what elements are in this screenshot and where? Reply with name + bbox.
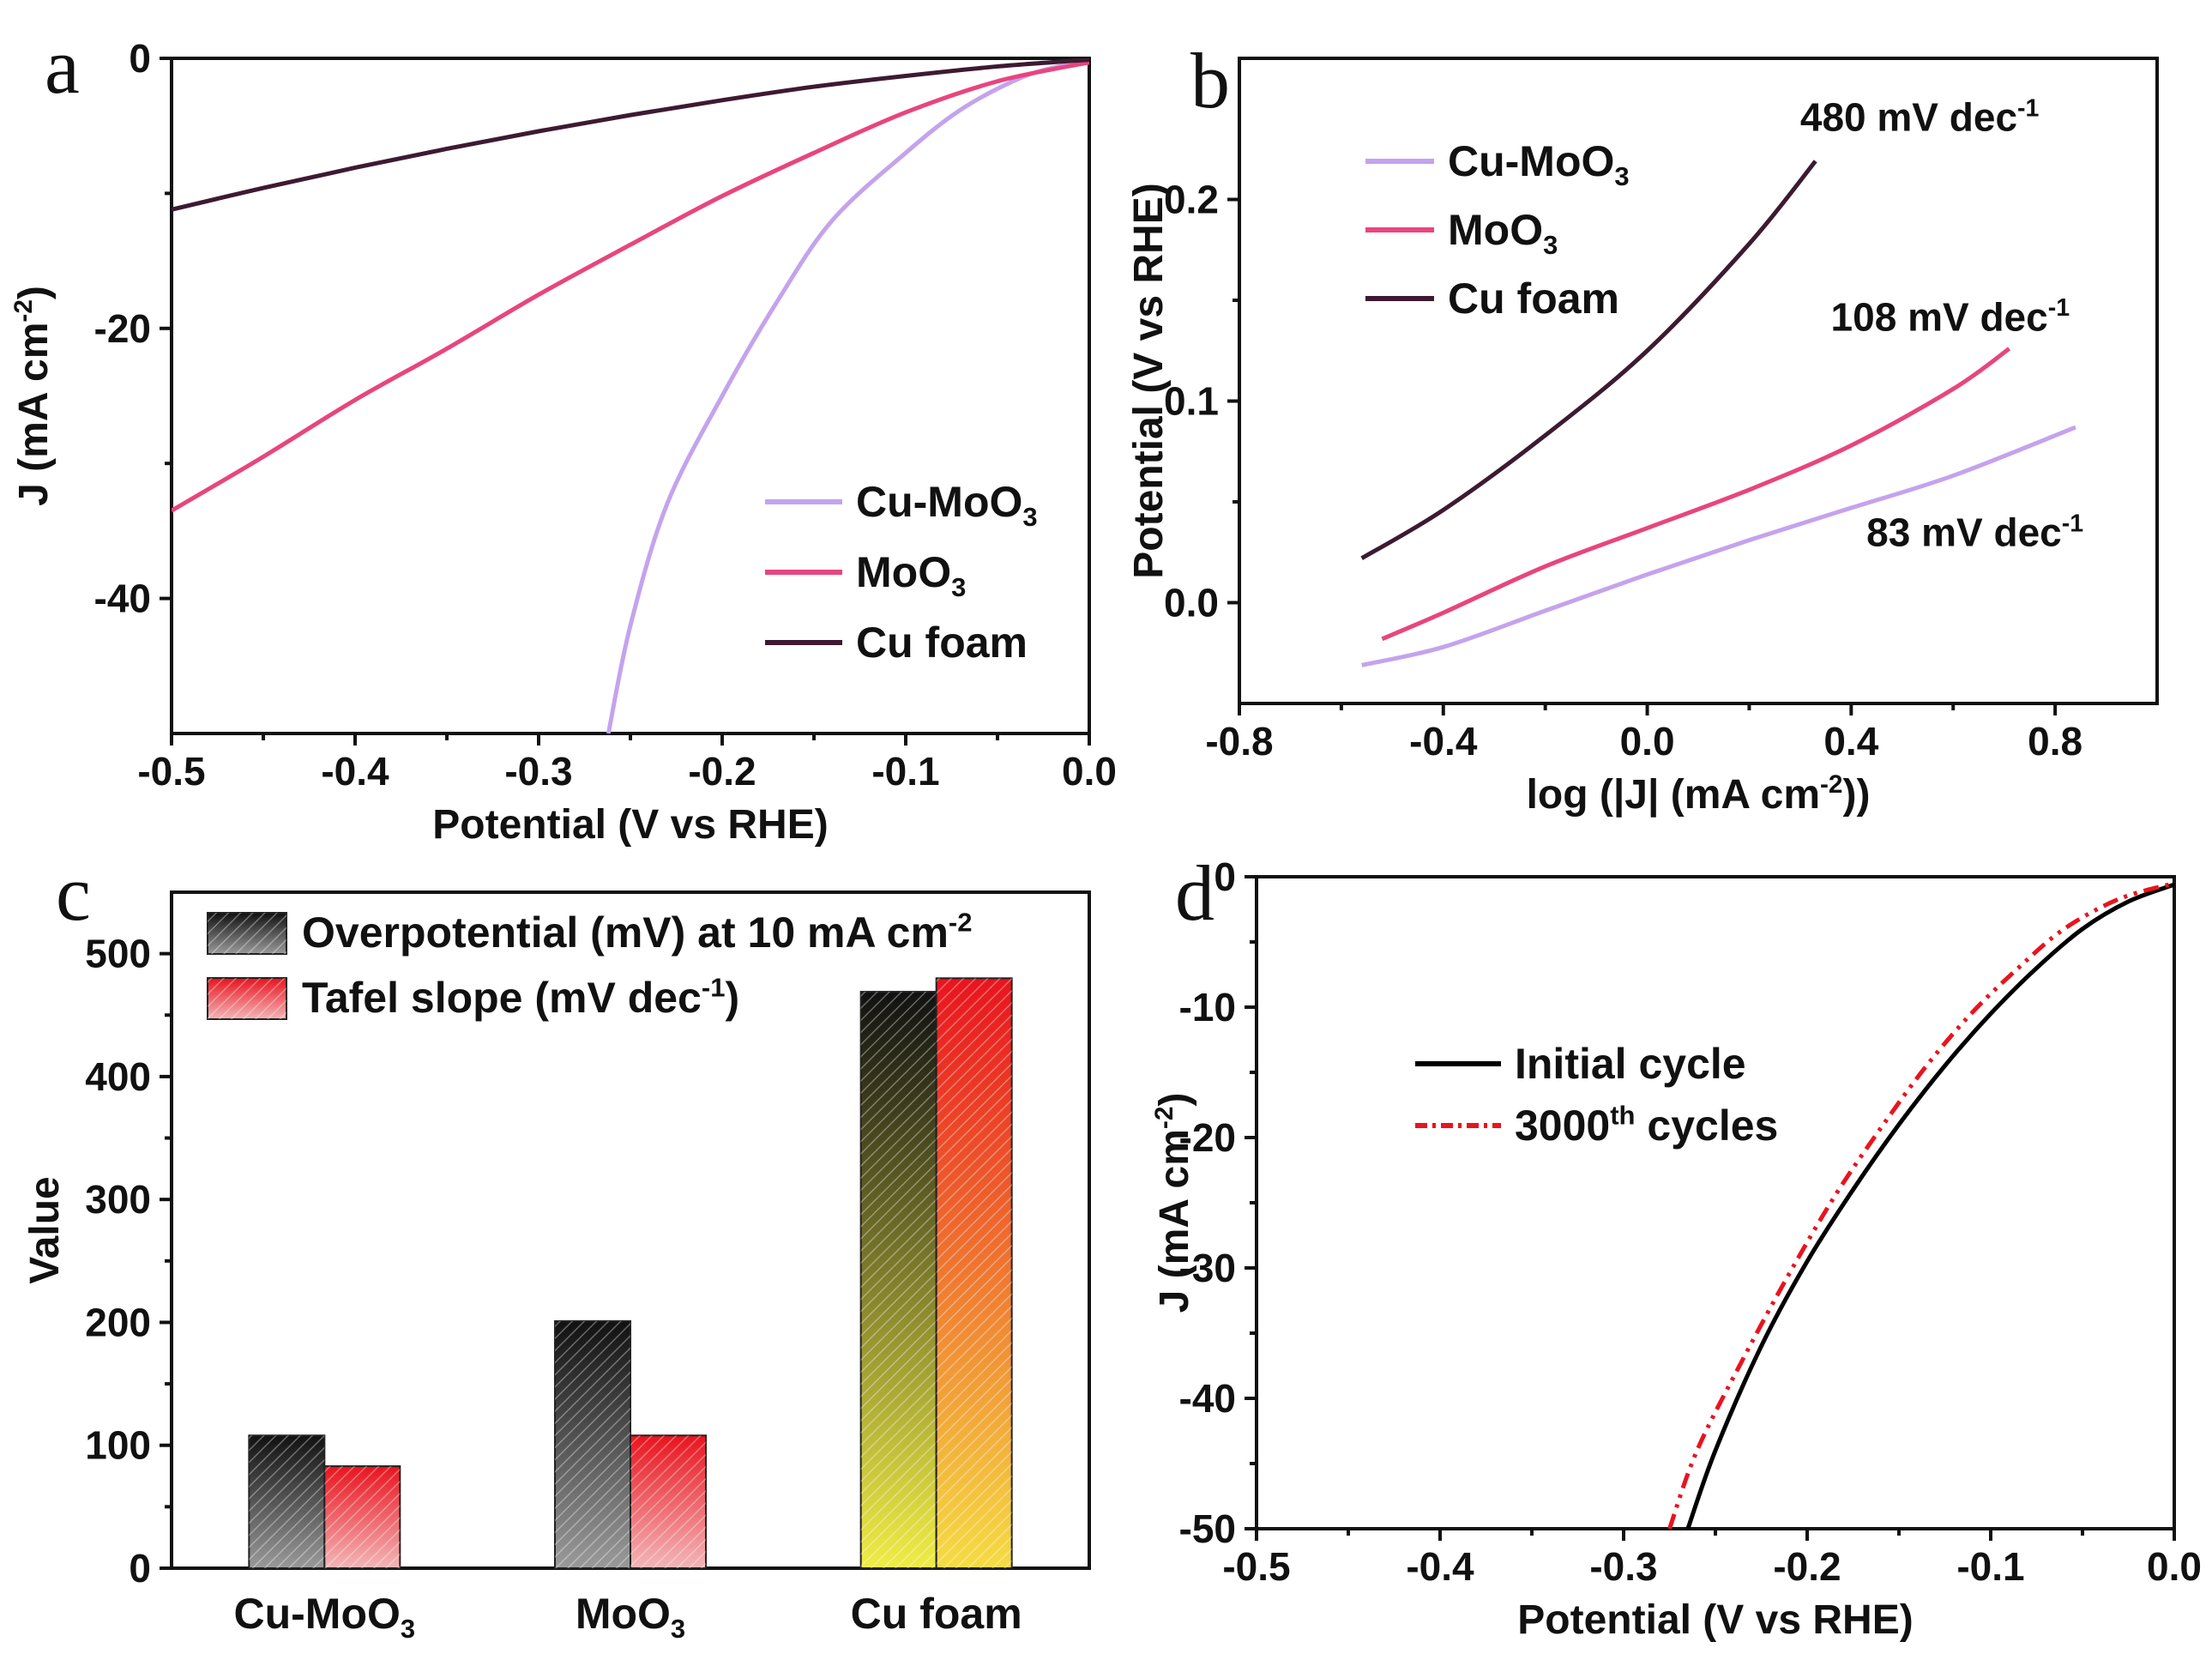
y-tick-label: 500 (85, 932, 151, 976)
category-label-2: MoO3 (576, 1590, 685, 1644)
y-tick-label: 0 (129, 1546, 151, 1591)
panel-label-a: a (45, 22, 80, 110)
series-line-2 (1667, 881, 2174, 1529)
x-tick-label: -0.4 (321, 749, 389, 794)
bar-hatch (936, 978, 1012, 1568)
series-line-3 (1360, 160, 1817, 560)
y-axis-label: Potential (V vs RHE) (1126, 183, 1172, 578)
legend-label-1: Cu-MoO3 (856, 478, 1038, 532)
series-line-1 (1685, 882, 2174, 1529)
panel-label-c: c (56, 849, 91, 937)
x-tick-label: -0.1 (871, 749, 939, 794)
y-tick-label: 0.0 (1164, 581, 1219, 625)
plot-frame (1238, 57, 2159, 705)
legend-label-3: Cu foam (856, 619, 1028, 667)
x-axis-label: Potential (V vs RHE) (432, 802, 828, 848)
x-tick-label: 0.0 (1620, 719, 1675, 764)
series-line-1 (1361, 425, 2076, 667)
x-axis-label: Potential (V vs RHE) (1517, 1597, 1913, 1643)
y-tick-label: -40 (94, 576, 151, 621)
y-tick-label: 200 (85, 1300, 151, 1344)
legend-label-3: Cu foam (1448, 275, 1619, 323)
x-tick-label: 0.0 (2147, 1544, 2202, 1589)
legend-label-2: MoO3 (856, 548, 966, 602)
x-tick-label: 0.4 (1823, 719, 1878, 764)
series-line-3 (172, 58, 1089, 212)
y-tick-label: -50 (1179, 1506, 1236, 1551)
legend-swatch-hatch (208, 913, 286, 954)
bar-hatch (249, 1435, 325, 1568)
y-tick-label: -30 (1179, 1246, 1236, 1290)
bar-hatch (324, 1466, 401, 1568)
slope-annotation-1: 480 mV dec-1 (1800, 94, 2040, 139)
x-tick-label: 0.0 (1062, 749, 1117, 794)
x-tick-label: -0.2 (688, 749, 756, 794)
x-tick-label: -0.1 (1956, 1544, 2024, 1589)
legend-label-1: Overpotential (mV) at 10 mA cm-2 (302, 907, 972, 957)
y-tick-label: 400 (85, 1054, 151, 1099)
y-axis-label: J (mA cm-2) (9, 286, 57, 506)
y-tick-label: -20 (94, 306, 151, 351)
slope-annotation-3: 83 mV dec-1 (1866, 510, 2083, 555)
slope-annotation-2: 108 mV dec-1 (1831, 294, 2070, 339)
legend-swatch-hatch (208, 978, 286, 1019)
bar-hatch (860, 992, 937, 1568)
y-tick-label: -10 (1179, 985, 1236, 1029)
panel-c-chart: 0 100 200 300 400 500 Value Cu-MoO3 MoO3 Cu foam O… (22, 890, 1091, 1644)
legend-label-2: Tafel slope (mV dec-1) (302, 972, 739, 1022)
x-tick-label: -0.2 (1773, 1544, 1841, 1589)
legend-label-2: MoO3 (1448, 206, 1558, 260)
x-axis-label: log (|J| (mA cm-2)) (1527, 770, 1871, 818)
panel-d-chart: -0.5 -0.4 -0.3 -0.2 -0.1 0.0 0 -10 -20 -30 -40 -50 P… (1150, 854, 2202, 1643)
y-tick-label: -20 (1179, 1115, 1236, 1160)
bar-hatch (555, 1321, 630, 1568)
legend-label-1: Initial cycle (1515, 1040, 1746, 1088)
y-tick-label: 300 (85, 1177, 151, 1222)
panel-a-chart: -0.5 -0.4 -0.3 -0.2 -0.1 0.0 0 -20 -40 Potential … (9, 36, 1117, 848)
bar-hatch (630, 1435, 706, 1568)
y-tick-label: 100 (85, 1423, 151, 1468)
x-tick-label: -0.8 (1205, 719, 1273, 764)
y-tick-label: 0.1 (1164, 379, 1219, 424)
series-line-1 (606, 60, 1089, 733)
x-tick-label: -0.5 (137, 749, 205, 794)
panel-b-chart: -0.8 -0.4 0.0 0.4 0.8 0.0 0.1 0.2 log (|J| (mA c… (1126, 57, 2159, 818)
y-axis-label: J (mA cm-2) (1150, 1093, 1197, 1313)
x-tick-label: -0.4 (1406, 1544, 1474, 1589)
y-axis-label: Value (22, 1176, 68, 1283)
legend-label-1: Cu-MoO3 (1448, 137, 1630, 191)
y-tick-label: 0.2 (1164, 178, 1219, 222)
x-tick-label: -0.3 (504, 749, 572, 794)
plot-frame (1255, 875, 2176, 1530)
panel-label-d: d (1175, 849, 1214, 937)
y-tick-label: -40 (1179, 1376, 1236, 1421)
series-line-2 (172, 60, 1089, 513)
x-tick-label: 0.8 (2028, 719, 2082, 764)
y-tick-label: 0 (1214, 854, 1236, 899)
x-tick-label: -0.3 (1589, 1544, 1657, 1589)
panel-label-b: b (1190, 37, 1230, 124)
series-line-2 (1381, 347, 2011, 642)
category-label-3: Cu foam (851, 1590, 1022, 1638)
x-tick-label: -0.4 (1409, 719, 1478, 764)
x-tick-label: -0.5 (1222, 1544, 1290, 1589)
category-label-1: Cu-MoO3 (234, 1590, 416, 1644)
legend-label-2: 3000th cycles (1515, 1100, 1778, 1150)
y-tick-label: 0 (129, 36, 151, 81)
